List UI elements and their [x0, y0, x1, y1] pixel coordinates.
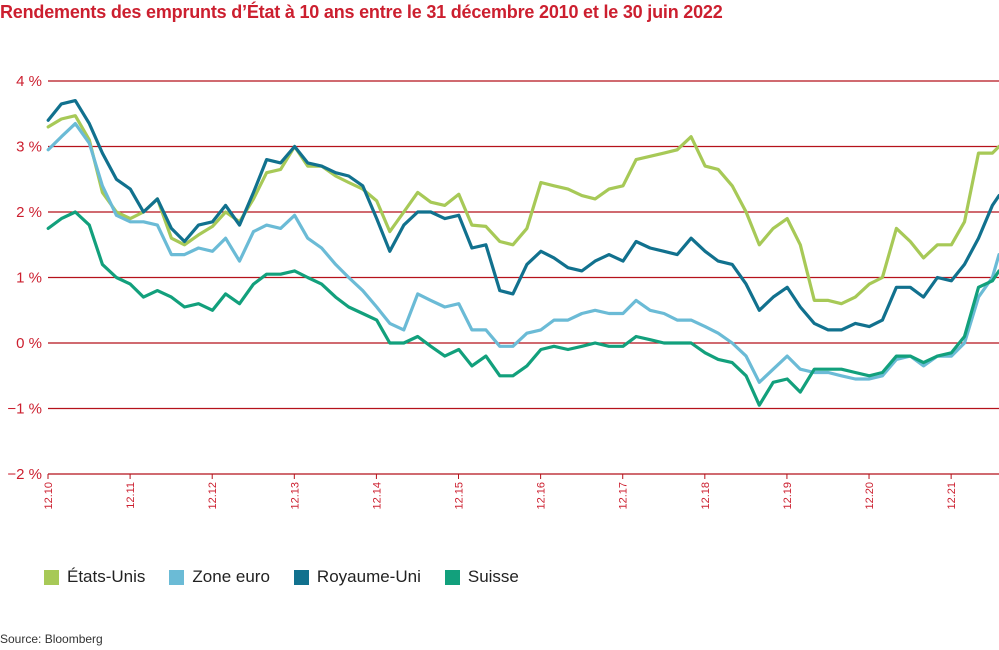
y-axis-ticks: 4 % 3 % 2 % 1 % 0 % −1 % −2 %	[7, 73, 42, 483]
x-tick-label: 12.10	[43, 482, 55, 510]
x-tick-label: 12.18	[700, 482, 712, 510]
x-tick-label: 12.12	[207, 482, 219, 510]
legend-label: États-Unis	[67, 567, 146, 586]
series-line-0	[46, 114, 999, 306]
legend-item: Zone euro	[169, 567, 270, 587]
y-tick-label: 1 %	[16, 270, 42, 287]
x-tick-label: 12.19	[782, 482, 794, 510]
series-line-2	[46, 99, 999, 332]
legend-item: Suisse	[444, 567, 519, 587]
grid-lines	[48, 80, 999, 475]
y-tick-label: −2 %	[7, 466, 42, 483]
y-tick-label: 4 %	[16, 73, 42, 90]
x-tick-label: 12.21	[946, 482, 958, 510]
y-tick-label: 0 %	[16, 335, 42, 352]
chart-title: Rendements des emprunts d’État à 10 ans …	[0, 2, 723, 22]
x-tick-label: 12.15	[454, 482, 466, 510]
chart-legend: États-Unis Zone euro Royaume-Uni Suisse	[44, 565, 543, 589]
x-tick-label: 12.20	[864, 482, 876, 510]
legend-swatch	[444, 569, 460, 585]
legend-label: Royaume-Uni	[316, 567, 421, 586]
x-tick-label: 12.13	[289, 482, 301, 510]
x-tick-label: 12.11	[125, 482, 137, 509]
y-tick-label: 3 %	[16, 139, 42, 156]
legend-swatch	[44, 569, 59, 585]
legend-item: États-Unis	[44, 567, 145, 587]
series-line-1	[46, 122, 999, 384]
x-axis-ticks: 12.10 12.11 12.12 12.13 12.14 12.15 12.16 12.17…	[43, 474, 958, 510]
x-tick-label: 12.16	[536, 482, 548, 510]
legend-swatch	[169, 569, 185, 585]
y-tick-label: −1 %	[7, 401, 42, 418]
legend-swatch	[293, 569, 309, 585]
legend-label: Zone euro	[192, 567, 270, 586]
y-tick-label: 2 %	[16, 204, 42, 221]
legend-item: Royaume-Uni	[293, 567, 421, 587]
legend-label: Suisse	[467, 567, 519, 586]
source-note: Source: Bloomberg	[0, 632, 103, 646]
x-tick-label: 12.17	[618, 482, 630, 510]
series-lines	[46, 99, 999, 407]
x-tick-label: 12.14	[371, 482, 383, 510]
series-line-3	[46, 210, 999, 407]
